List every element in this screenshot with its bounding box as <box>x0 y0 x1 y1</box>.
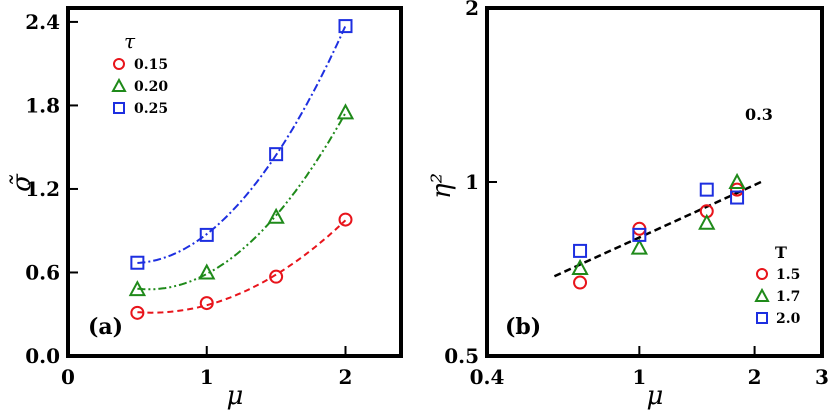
a-y-tick-label: 1.2 <box>25 177 60 201</box>
b-markers <box>571 172 746 290</box>
b-point-2.0 <box>730 190 745 205</box>
b-y-tick-label: 1 <box>465 170 479 194</box>
b-x-axis-label: μ <box>647 381 664 410</box>
a-legend-label: 0.20 <box>134 79 168 95</box>
a-y-axis-label: σ̃ <box>7 173 37 192</box>
b-x-tick-label: 3 <box>815 365 829 389</box>
b-legend: T 1.5 1.7 2.0 <box>754 243 801 327</box>
a-x-tick-label: 0 <box>61 365 75 389</box>
b-point-2.0 <box>699 182 714 197</box>
a-legend-label: 0.25 <box>134 101 168 117</box>
a-y-tick-label: 1.8 <box>25 93 60 117</box>
b-fit-line <box>553 180 764 278</box>
b-y-tick-label: 0.5 <box>444 344 479 368</box>
a-markers <box>128 19 355 320</box>
b-point-1.7 <box>728 172 746 189</box>
b-legend-title: T <box>775 243 787 262</box>
b-legend-label: 1.7 <box>776 289 800 305</box>
a-point-0.20 <box>128 280 147 297</box>
b-point-1.7 <box>698 213 716 230</box>
a-y-tick-label: 0.0 <box>25 344 60 368</box>
b-legend-label: 2.0 <box>776 311 801 327</box>
a-point-0.20 <box>267 207 285 224</box>
a-point-0.15 <box>338 212 353 227</box>
a-y-tick-label: 2.4 <box>25 10 60 34</box>
a-fit-curves <box>137 25 347 314</box>
panel-b: 0.4 1 2 3 0.5 1 2 μ η² (b) 0.3 T 1.5 1.7 2.0 <box>427 0 829 410</box>
b-point-1.7 <box>571 258 589 275</box>
a-point-0.20 <box>198 263 216 280</box>
b-point-1.5 <box>730 182 745 197</box>
a-legend-marker-0.15 <box>113 58 125 70</box>
b-point-1.7 <box>630 238 649 255</box>
b-legend-marker-1.5 <box>756 268 768 280</box>
a-panel-label: (a) <box>88 314 123 340</box>
a-x-axis-label: μ <box>227 381 244 410</box>
a-legend: τ 0.15 0.20 0.25 <box>111 29 168 117</box>
b-point-2.0 <box>632 227 647 242</box>
b-legend-marker-2.0 <box>756 312 768 324</box>
b-point-1.5 <box>573 275 588 290</box>
a-y-tick-label: 0.6 <box>25 260 60 284</box>
a-frame <box>66 6 403 358</box>
b-panel-label: (b) <box>505 314 541 340</box>
b-x-tick-label: 0.4 <box>470 365 505 389</box>
a-point-0.25 <box>269 147 284 162</box>
b-legend-marker-1.7 <box>754 287 770 302</box>
a-point-0.25 <box>199 227 214 242</box>
b-y-axis-label: η² <box>427 173 457 199</box>
a-x-tick-label: 2 <box>339 365 353 389</box>
b-point-2.0 <box>573 243 588 258</box>
a-legend-title: τ <box>124 29 136 53</box>
a-point-0.15 <box>269 269 284 284</box>
a-point-0.25 <box>130 255 145 270</box>
a-fit-curve-0.15 <box>137 219 347 314</box>
b-x-tick-label: 1 <box>632 365 646 389</box>
a-ticks: 0 1 2 0.0 0.6 1.2 1.8 2.4 <box>25 10 352 389</box>
a-point-0.25 <box>338 19 353 34</box>
b-fit-line-group <box>553 180 764 278</box>
b-ticks: 0.4 1 2 3 0.5 1 2 <box>444 0 829 389</box>
a-point-0.20 <box>336 103 355 120</box>
a-point-0.15 <box>199 296 214 311</box>
a-legend-marker-0.20 <box>111 77 127 92</box>
b-y-tick-label: 2 <box>465 0 479 20</box>
a-fit-curve-0.25 <box>137 25 347 264</box>
panel-a: 0 1 2 0.0 0.6 1.2 1.8 2.4 μ σ̃ (a) τ 0.15 0.20 0.… <box>7 6 403 410</box>
b-frame <box>485 6 824 358</box>
b-x-tick-label: 2 <box>748 365 762 389</box>
a-point-0.15 <box>130 305 145 320</box>
a-legend-label: 0.15 <box>134 57 168 73</box>
b-legend-label: 1.5 <box>776 267 800 283</box>
a-x-tick-label: 1 <box>200 365 214 389</box>
b-fit-annotation: 0.3 <box>745 105 773 124</box>
a-legend-marker-0.25 <box>113 102 125 114</box>
